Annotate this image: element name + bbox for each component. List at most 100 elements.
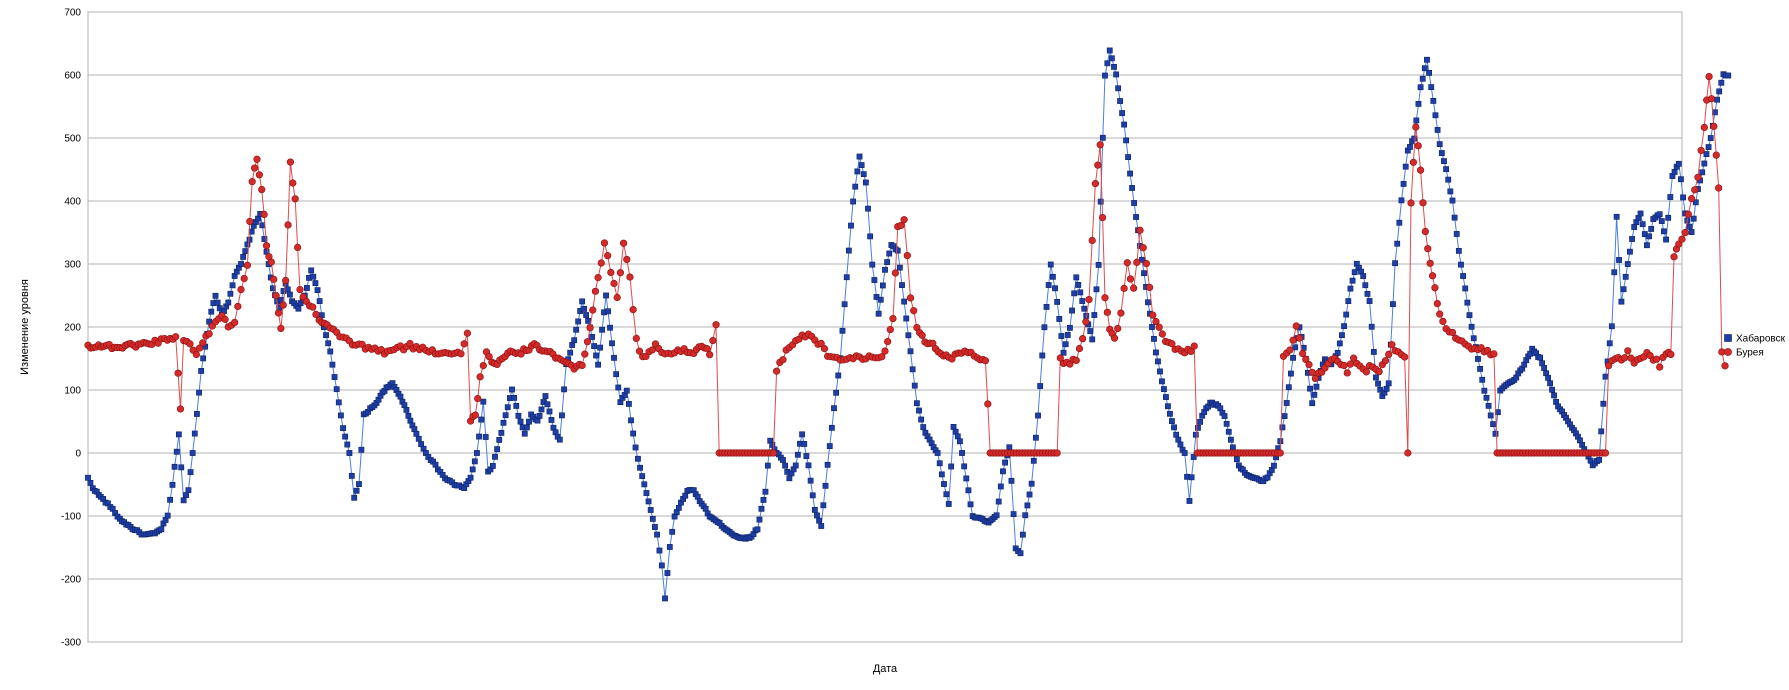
data-point bbox=[884, 337, 892, 346]
data-point bbox=[243, 261, 251, 269]
data-point bbox=[1099, 134, 1106, 141]
data-point bbox=[284, 221, 292, 229]
data-point bbox=[1611, 269, 1618, 276]
data-point bbox=[234, 302, 242, 311]
data-point bbox=[652, 524, 658, 530]
data-point bbox=[1678, 235, 1686, 243]
data-point bbox=[1487, 412, 1494, 419]
data-point bbox=[1424, 56, 1430, 63]
data-point bbox=[1658, 218, 1665, 225]
data-point bbox=[1539, 360, 1546, 367]
data-point bbox=[1608, 323, 1615, 330]
data-point bbox=[1279, 424, 1286, 431]
data-point bbox=[593, 352, 599, 359]
data-point bbox=[1000, 468, 1006, 475]
data-point bbox=[1705, 144, 1712, 150]
data-point bbox=[882, 266, 888, 273]
data-point bbox=[474, 394, 482, 403]
data-point bbox=[1188, 474, 1195, 481]
data-point bbox=[886, 325, 894, 334]
data-point bbox=[1428, 272, 1437, 280]
data-point bbox=[255, 171, 263, 179]
data-point bbox=[1043, 304, 1050, 310]
data-point bbox=[1419, 75, 1426, 82]
data-point bbox=[814, 512, 820, 519]
data-point bbox=[754, 526, 761, 533]
data-point bbox=[616, 269, 624, 277]
data-point bbox=[805, 462, 812, 469]
data-point bbox=[669, 528, 676, 535]
data-point bbox=[1221, 413, 1228, 419]
data-point bbox=[1366, 298, 1373, 304]
data-point bbox=[897, 221, 905, 230]
data-point bbox=[703, 345, 711, 353]
legend-marker bbox=[1724, 348, 1732, 356]
data-point bbox=[628, 417, 634, 424]
data-point bbox=[342, 433, 349, 440]
data-point bbox=[1113, 71, 1120, 78]
data-point bbox=[1197, 418, 1203, 425]
data-point bbox=[1360, 273, 1367, 279]
data-point bbox=[993, 512, 1000, 519]
data-point bbox=[1485, 402, 1492, 409]
data-point bbox=[824, 461, 831, 468]
data-point bbox=[1047, 261, 1054, 268]
data-point bbox=[1161, 386, 1167, 392]
data-point bbox=[513, 403, 520, 409]
data-point bbox=[172, 333, 180, 341]
data-point bbox=[238, 261, 244, 267]
data-point bbox=[894, 247, 901, 254]
data-point bbox=[1690, 215, 1697, 222]
data-point bbox=[194, 411, 200, 417]
data-point bbox=[1346, 360, 1355, 368]
data-point bbox=[277, 324, 285, 333]
data-point bbox=[261, 236, 268, 242]
data-point bbox=[1401, 353, 1409, 361]
data-point bbox=[471, 411, 479, 419]
data-point bbox=[1039, 352, 1046, 359]
y-tick-label: -300 bbox=[61, 638, 81, 649]
data-point bbox=[1424, 245, 1432, 253]
data-point bbox=[575, 318, 582, 325]
data-point bbox=[1139, 244, 1147, 252]
data-point bbox=[329, 361, 336, 368]
data-point bbox=[310, 273, 317, 280]
data-point bbox=[1006, 444, 1013, 451]
data-point bbox=[167, 496, 173, 503]
data-point bbox=[831, 405, 837, 412]
data-point bbox=[250, 164, 259, 172]
data-point bbox=[1030, 457, 1037, 464]
data-point bbox=[1093, 286, 1100, 293]
data-point bbox=[1453, 231, 1460, 237]
data-point bbox=[1311, 391, 1318, 398]
data-point bbox=[820, 345, 829, 353]
data-point bbox=[841, 301, 848, 308]
data-point bbox=[871, 277, 878, 283]
data-point bbox=[626, 273, 634, 281]
data-point bbox=[231, 318, 239, 327]
data-point bbox=[1656, 211, 1663, 218]
data-point bbox=[786, 475, 793, 482]
data-point bbox=[1549, 386, 1555, 393]
data-point bbox=[1167, 410, 1173, 417]
data-point bbox=[1351, 269, 1358, 276]
data-point bbox=[1163, 394, 1169, 400]
data-point bbox=[959, 450, 965, 456]
data-point bbox=[502, 412, 509, 419]
data-point bbox=[511, 394, 518, 401]
data-point bbox=[1681, 229, 1689, 237]
data-point bbox=[1596, 457, 1603, 463]
data-point bbox=[1119, 110, 1126, 116]
data-point bbox=[1616, 257, 1622, 263]
y-tick-label: 600 bbox=[64, 71, 81, 82]
data-point bbox=[1308, 368, 1316, 376]
data-point bbox=[526, 418, 532, 425]
data-point bbox=[848, 222, 854, 229]
data-point bbox=[1606, 340, 1613, 347]
data-point bbox=[1537, 354, 1544, 361]
data-point bbox=[212, 292, 219, 299]
data-point bbox=[591, 287, 600, 295]
data-point bbox=[1620, 286, 1627, 293]
y-axis-title: Изменение уровня bbox=[19, 279, 31, 375]
data-point bbox=[573, 326, 580, 333]
